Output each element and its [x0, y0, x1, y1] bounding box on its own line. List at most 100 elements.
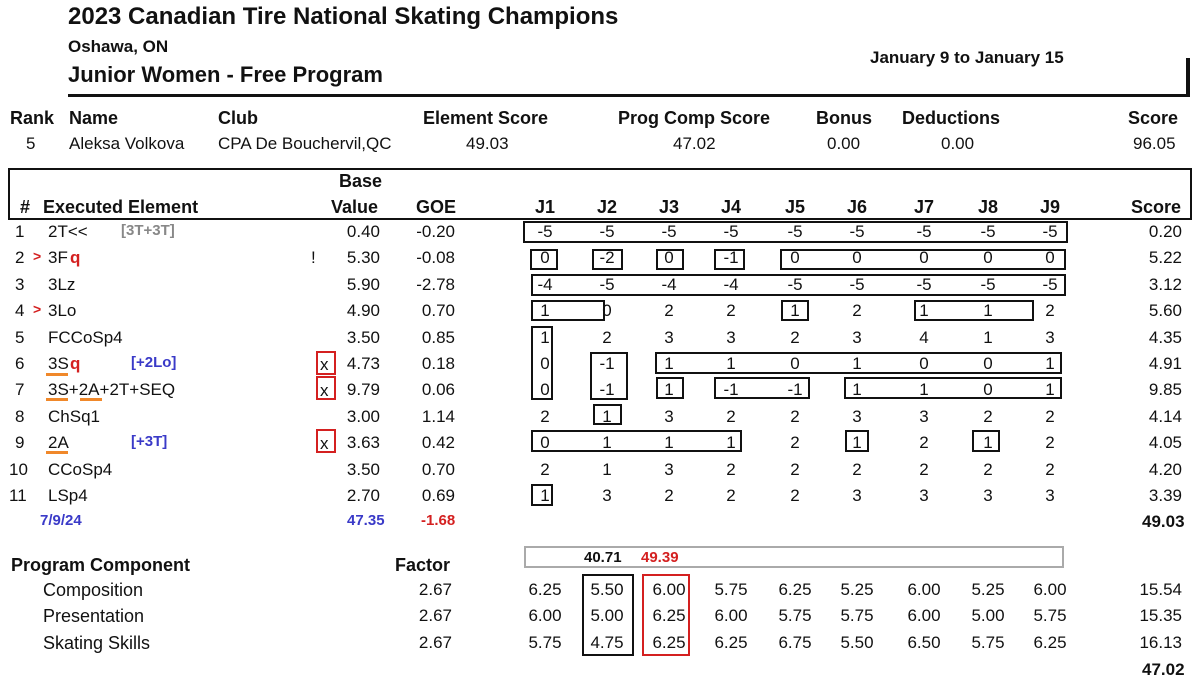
component-judge-score: 6.25: [1033, 632, 1067, 652]
element-score: 3.39: [1148, 486, 1182, 505]
element-judge-score: -5: [1042, 222, 1058, 241]
rank-value: 5: [26, 134, 36, 153]
element-judge-score: 1: [664, 433, 674, 453]
elements-code: 7/9/24: [40, 512, 82, 529]
component-factor: 2.67: [418, 580, 452, 599]
component-judge-score: 6.50: [907, 632, 941, 652]
element-judge-score: 2: [540, 406, 550, 426]
deductions-value: 0.00: [941, 134, 975, 153]
element-base-value: 4.73: [346, 354, 380, 373]
row6-x-box: [316, 351, 336, 375]
element-judge-score: 1: [983, 433, 993, 453]
element-judge-score: 0: [919, 354, 929, 373]
element-judge-score: -5: [980, 274, 996, 294]
element-judge-score: -5: [849, 274, 865, 294]
element-code: 3S: [48, 354, 69, 373]
element-flag: !: [311, 248, 316, 268]
element-judge-score: 3: [664, 406, 674, 426]
component-judge-score: 6.00: [652, 580, 686, 599]
element-judge-score: 0: [540, 380, 550, 400]
judge-header-9: J9: [1039, 197, 1061, 217]
element-base-value: 3.63: [346, 433, 380, 453]
total-score-value: 96.05: [1133, 134, 1176, 153]
element-goe: -0.20: [416, 222, 455, 241]
element-judge-score: 1: [919, 380, 929, 400]
element-judge-score: -5: [599, 222, 615, 241]
row7-underline-2a: [80, 398, 102, 401]
component-judge-score: 5.75: [840, 606, 874, 626]
component-name: Presentation: [43, 606, 145, 627]
prog-comp-score-value: 47.02: [673, 134, 716, 153]
element-judge-score: 0: [983, 380, 993, 400]
component-judge-score: 6.75: [778, 632, 812, 652]
element-judge-score: -5: [916, 274, 932, 294]
element-code: 3Lo: [48, 301, 77, 321]
element-x-marker: x: [320, 355, 329, 374]
element-base-value: 9.79: [346, 380, 380, 400]
element-score: 9.85: [1148, 380, 1182, 400]
element-goe: 0.18: [421, 354, 455, 373]
element-judge-score: 2: [983, 459, 993, 479]
element-judge-score: 1: [1045, 380, 1055, 400]
element-number: 3: [15, 274, 25, 294]
element-number: 8: [15, 406, 25, 426]
component-judge-score: 5.50: [590, 580, 624, 599]
element-judge-score: 3: [726, 327, 736, 347]
element-goe: 0.06: [421, 380, 455, 400]
element-number: 11: [9, 486, 27, 505]
element-judge-score: 4: [919, 327, 929, 347]
component-judge-score: 6.25: [652, 632, 686, 652]
element-judge-score: 3: [852, 406, 862, 426]
element-judge-score: 2: [790, 486, 800, 505]
element-judge-score: 2: [790, 433, 800, 453]
element-base-value: 4.90: [346, 301, 380, 321]
element-judge-score: 1: [602, 459, 612, 479]
element-judge-score: -5: [1042, 274, 1058, 294]
element-judge-score: -5: [599, 274, 615, 294]
row9-j6-box: [845, 430, 869, 452]
element-judge-score: 1: [664, 354, 674, 373]
component-score: 15.54: [1139, 580, 1182, 599]
row4-j7-j8-box: [914, 300, 1034, 321]
element-number: 1: [15, 222, 25, 241]
element-judge-score: 3: [852, 486, 862, 505]
base-value-header-top: Base: [339, 171, 383, 191]
rank-header: Rank: [10, 108, 55, 128]
component-name: Skating Skills: [43, 632, 151, 653]
element-judge-score: 0: [540, 248, 550, 268]
element-judge-score: -1: [599, 354, 615, 373]
element-judge-score: 1: [602, 433, 612, 453]
component-judge-score: 5.75: [971, 632, 1005, 652]
judge-header-5: J5: [784, 197, 806, 217]
element-judge-score: -1: [723, 248, 739, 268]
element-judge-score: 2: [1045, 406, 1055, 426]
element-judge-score: -4: [661, 274, 677, 294]
element-judge-score: 2: [726, 459, 736, 479]
skater-name: Aleksa Volkova: [69, 134, 185, 153]
component-judge-score: 6.00: [907, 606, 941, 626]
element-code: 3S+2A+2T+SEQ: [48, 380, 176, 400]
element-score: 3.12: [1148, 274, 1182, 294]
element-score-col-header: Score: [1131, 197, 1182, 217]
base-value-header-bottom: Value: [331, 197, 379, 217]
row6-underline: [46, 373, 68, 376]
element-reference: [3T+3T]: [121, 222, 175, 239]
component-judge-score: 6.25: [714, 632, 748, 652]
element-base-value: 2.70: [346, 486, 380, 505]
element-goe: -2.78: [416, 274, 455, 294]
elements-score-total: 49.03: [1142, 512, 1185, 531]
element-judge-score: 2: [1045, 433, 1055, 453]
element-code: 2A: [48, 433, 69, 453]
executed-element-header: Executed Element: [43, 197, 199, 217]
component-judge-score: 5.75: [714, 580, 748, 599]
judge-header-2: J2: [596, 197, 618, 217]
header-divider-end: [1186, 58, 1190, 97]
element-judge-score: -4: [537, 274, 553, 294]
component-score: 16.13: [1139, 632, 1182, 652]
element-judge-score: 2: [790, 459, 800, 479]
row7-j3-box: [656, 377, 684, 399]
element-judge-score: 1: [1045, 354, 1055, 373]
element-judge-score: -2: [599, 248, 615, 268]
component-judge-score: 6.00: [907, 580, 941, 599]
element-goe: 0.70: [421, 301, 455, 321]
